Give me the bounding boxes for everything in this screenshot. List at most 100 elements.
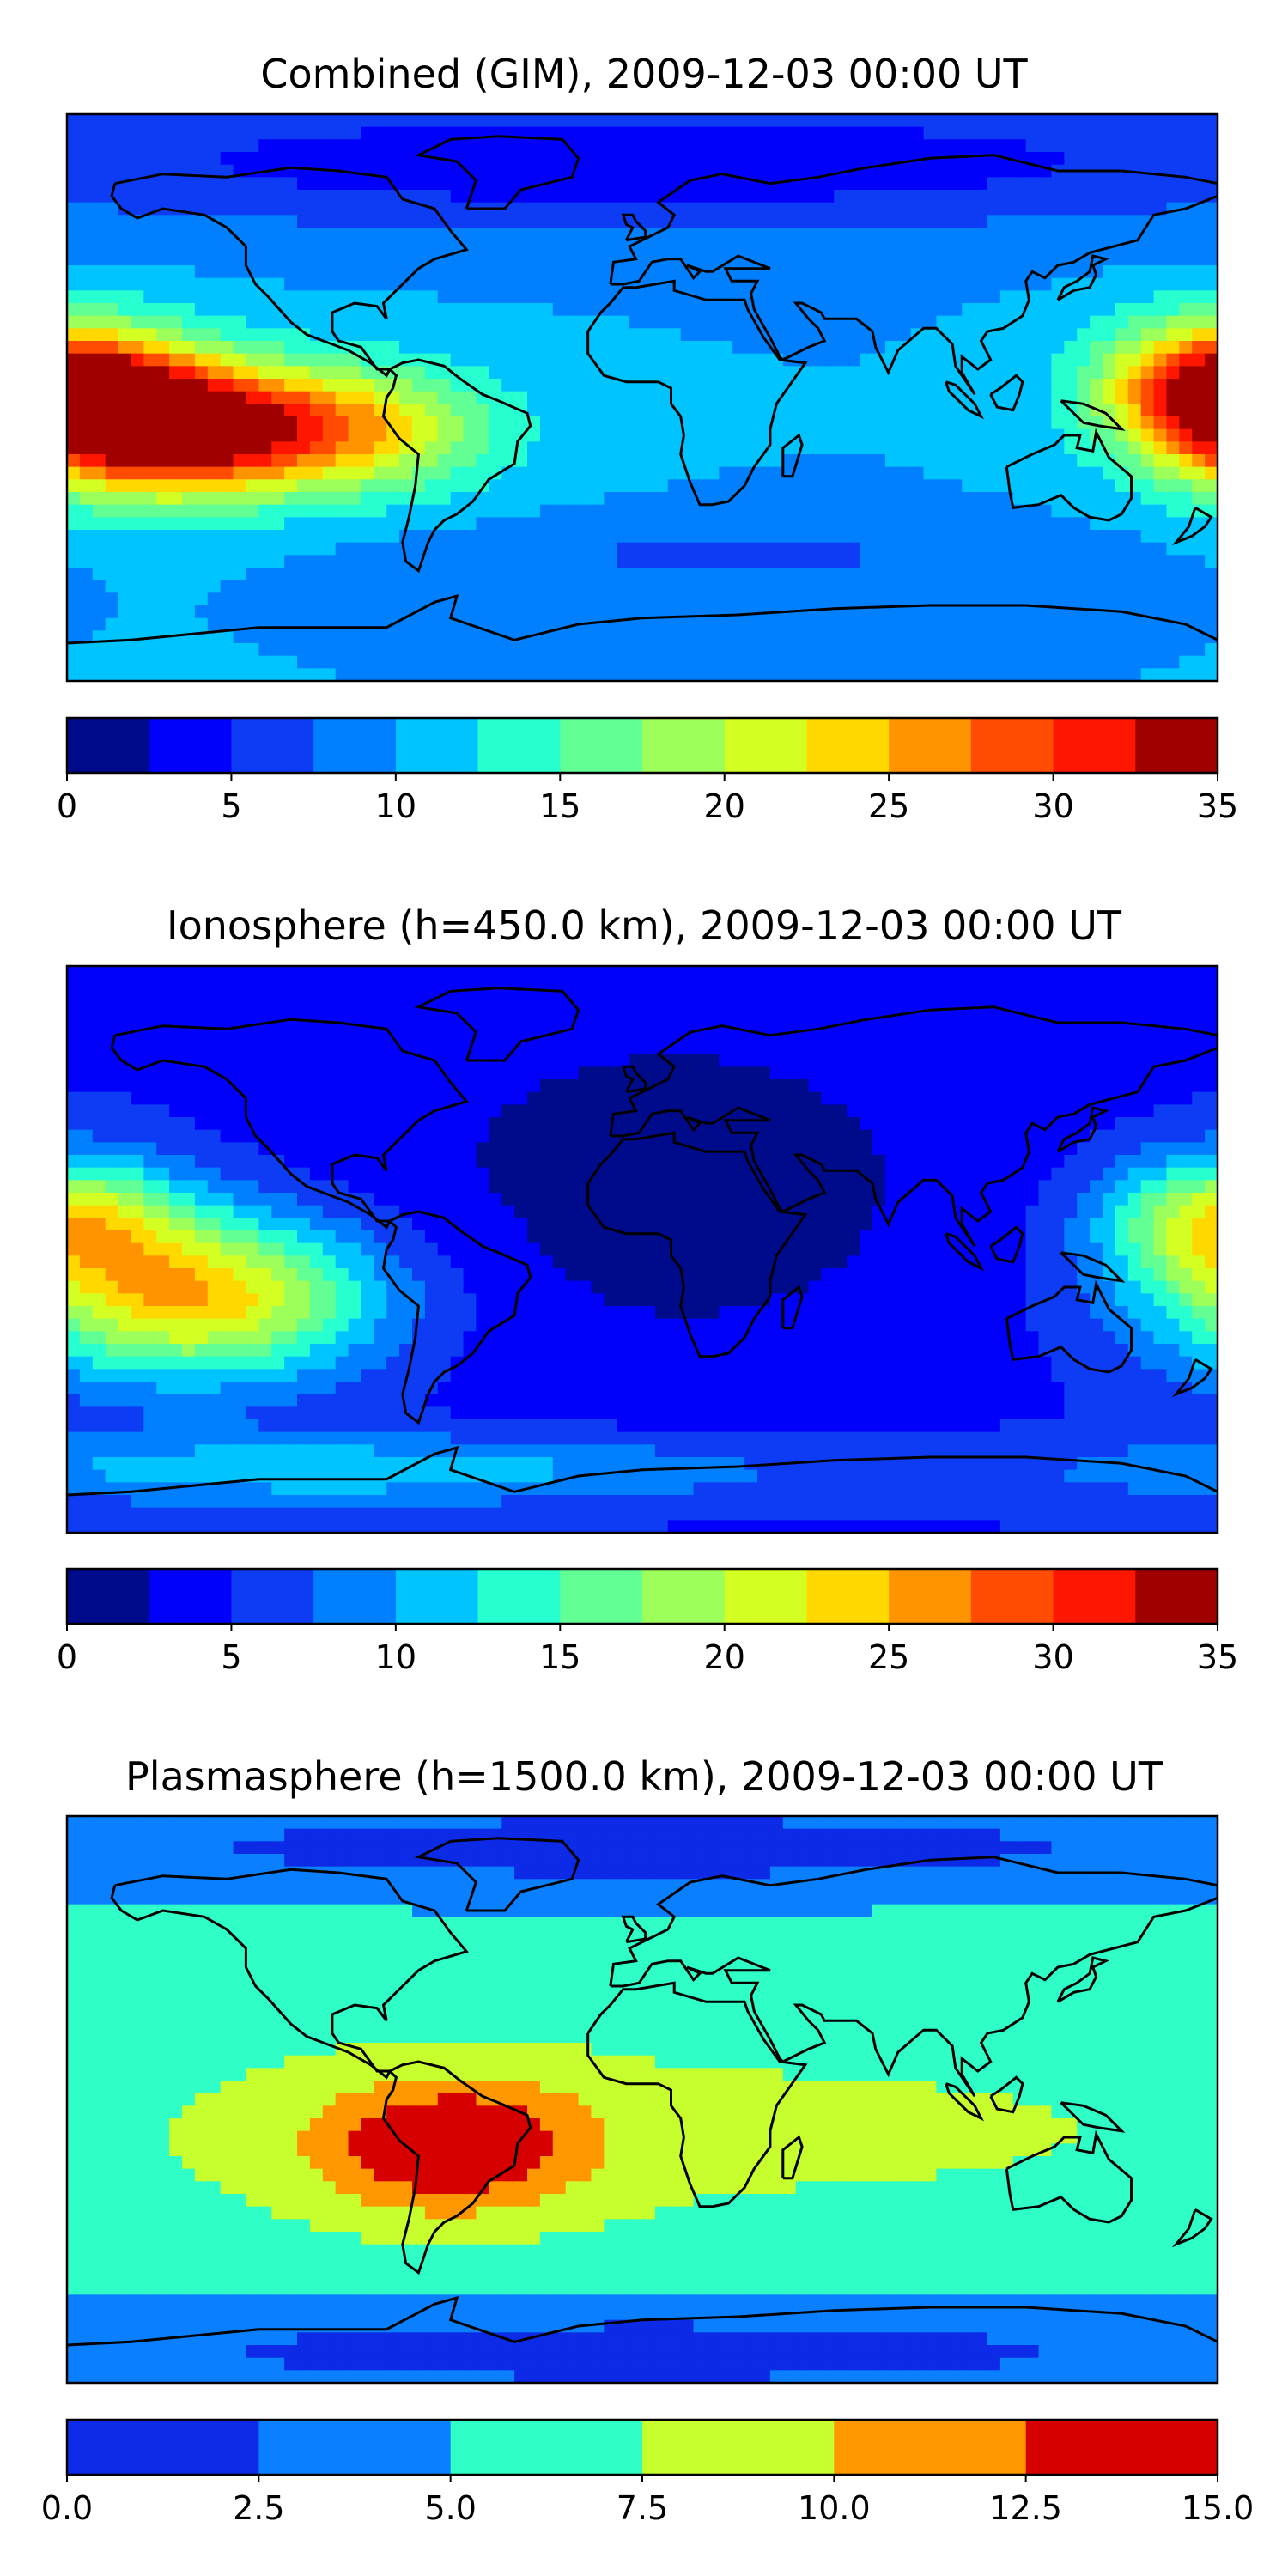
heat-cell [182,643,196,657]
heat-cell [693,630,708,644]
heat-cell [1064,139,1078,153]
heat-cell [284,1042,298,1055]
heat-cell [1179,277,1193,291]
heat-cell [719,328,732,342]
heat-cell [552,466,567,480]
heat-cell [834,265,848,279]
heat-cell [92,215,106,228]
heat-cell [552,252,567,266]
heat-cell [667,568,682,581]
heat-cell [860,391,873,404]
heat-cell [936,643,950,657]
heat-cell [501,177,515,191]
heat-cell [999,428,1014,442]
heat-cell [719,202,732,216]
heat-cell [182,655,196,669]
heat-cell [1127,592,1142,606]
heat-cell [412,240,426,253]
heat-cell [399,441,413,455]
heat-cell [821,114,835,128]
heat-cell [437,428,452,442]
heat-cell [782,555,797,568]
heat-cell [782,328,797,342]
heat-cell [131,492,144,506]
heat-cell [1064,991,1078,1005]
heat-cell [693,240,708,253]
heat-cell [999,555,1014,568]
heat-cell [1153,542,1168,556]
heat-cell [450,177,465,191]
heat-cell [271,1029,285,1042]
heat-cell [782,668,797,681]
colorbar-swatch [724,718,807,773]
heat-cell [769,1016,784,1030]
heat-cell [565,530,580,544]
heat-cell [975,617,988,631]
heat-cell [476,492,489,506]
heat-cell [131,454,144,468]
heat-cell [1051,1054,1065,1067]
heat-cell [642,328,656,342]
heat-cell [795,277,810,291]
heat-cell [207,303,222,317]
heat-cell [476,404,489,417]
heat-cell [424,441,439,455]
heat-cell [975,328,988,342]
heat-cell [92,580,106,593]
heat-cell [757,190,771,204]
heat-cell [962,643,975,657]
heat-cell [207,328,222,342]
heat-cell [169,240,183,253]
heat-cell [361,277,374,291]
heat-cell [642,315,656,329]
heat-cell [897,404,912,417]
heat-cell [872,177,886,191]
heat-cell [118,303,132,317]
heat-cell [463,605,477,619]
heat-cell [552,441,567,455]
heat-cell [591,152,605,166]
heat-cell [1077,542,1091,556]
heat-cell [936,479,950,493]
heat-cell [654,466,669,480]
heat-cell [182,978,196,992]
heat-cell [1064,126,1078,140]
heat-cell [782,341,797,355]
heat-cell [156,404,170,417]
heat-cell [386,341,400,355]
heat-cell [1025,454,1040,468]
heat-cell [732,164,745,178]
heat-cell [143,1004,157,1018]
heat-cell [169,542,183,556]
heat-cell [999,1079,1014,1093]
heat-cell [999,1066,1014,1080]
heat-cell [1077,353,1091,367]
heat-cell [821,252,835,266]
heat-cell [949,328,963,342]
heat-cell [476,139,489,153]
heat-cell [757,152,771,166]
heat-cell [834,177,848,191]
heat-cell [667,978,682,992]
heat-cell [1012,240,1027,253]
heat-cell [386,466,400,480]
heat-cell [118,441,132,455]
heat-cell [617,428,630,442]
heat-cell [527,428,541,442]
heat-cell [975,466,988,480]
heat-cell [1090,530,1103,544]
heat-cell [744,353,758,367]
heat-cell [322,643,337,657]
heat-cell [1064,454,1078,468]
heat-cell [246,668,259,681]
heat-cell [654,328,669,342]
heat-cell [936,605,950,619]
heat-cell [131,504,144,518]
heat-cell [1140,454,1155,468]
heat-cell [872,114,886,128]
heat-cell [297,492,311,506]
heat-cell [284,328,298,342]
heat-cell [169,228,183,241]
heat-cell [1038,139,1053,153]
heat-cell [1115,1079,1129,1093]
